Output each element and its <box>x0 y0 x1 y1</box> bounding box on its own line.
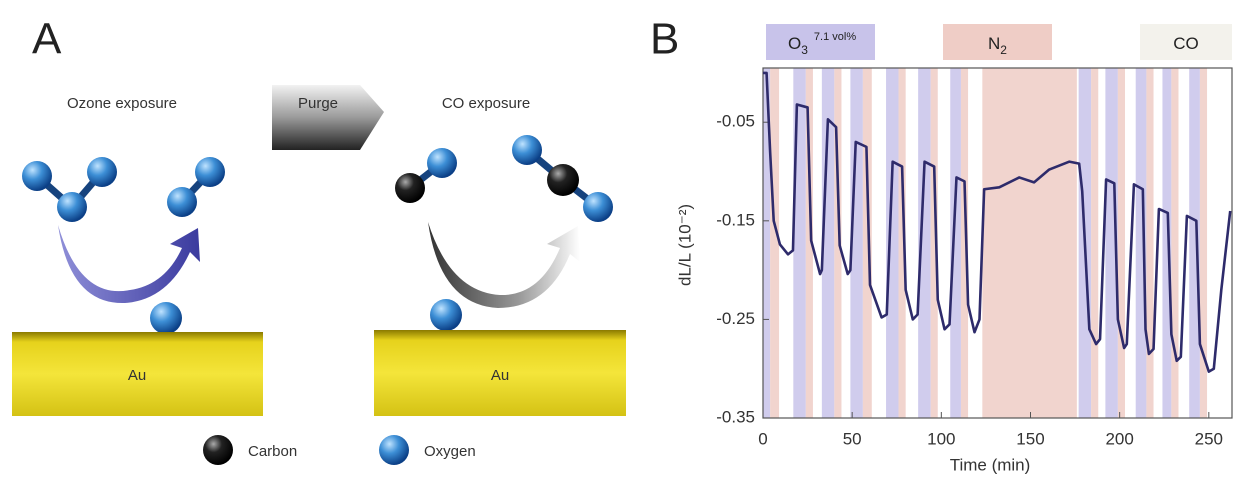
x-tick-label: 250 <box>1195 429 1223 448</box>
x-tick-label: 50 <box>843 429 862 448</box>
exposure-band <box>770 68 779 418</box>
panel-label: B <box>650 15 679 64</box>
legend-label: N <box>988 34 1000 53</box>
exposure-band <box>886 68 898 418</box>
exposure-band <box>1146 68 1153 418</box>
surface-label: Au <box>128 367 146 384</box>
legend-label: O <box>788 34 801 53</box>
legend-symbol <box>203 435 233 465</box>
y-tick-label: -0.25 <box>716 309 755 328</box>
y-tick-label: -0.15 <box>716 210 755 229</box>
oxygen-atom <box>195 157 225 187</box>
legend-sup: 7.1 vol% <box>814 31 856 43</box>
legend-sub: 2 <box>1000 43 1007 57</box>
legend-label: CO <box>1173 34 1199 53</box>
x-tick-label: 100 <box>927 429 955 448</box>
panel-label: A <box>32 15 62 64</box>
oxygen-atom <box>22 161 52 191</box>
legend-label: CO <box>1173 34 1199 53</box>
legend-symbol <box>379 435 409 465</box>
oxygen-atom <box>57 192 87 222</box>
carbon-atom <box>395 173 425 203</box>
exposure-band <box>1171 68 1178 418</box>
exposure-band <box>950 68 961 418</box>
y-axis-label: dL/L (10⁻²) <box>675 204 694 286</box>
surface-label: Au <box>491 367 509 384</box>
carbon-atom <box>547 164 579 196</box>
exposure-band <box>1091 68 1098 418</box>
oxygen-atom <box>150 302 182 334</box>
oxygen-atom <box>167 187 197 217</box>
purge-label: Purge <box>298 95 338 112</box>
step-label: Ozone exposure <box>67 95 177 112</box>
x-tick-label: 150 <box>1016 429 1044 448</box>
panel-a: A Ozone exposure Purge CO exposure Au Au… <box>12 15 626 465</box>
exposure-band <box>1162 68 1171 418</box>
adsorption-arrow <box>58 225 200 303</box>
step-label: CO exposure <box>442 95 530 112</box>
legend-label: Oxygen <box>424 443 476 460</box>
oxygen-atom <box>430 299 462 331</box>
x-tick-label: 200 <box>1105 429 1133 448</box>
y-tick-label: -0.35 <box>716 407 755 426</box>
oxygen-atom <box>583 192 613 222</box>
exposure-band <box>863 68 872 418</box>
oxygen-atom <box>87 157 117 187</box>
x-axis-label: Time (min) <box>950 455 1031 474</box>
oxygen-atom <box>512 135 542 165</box>
bonds <box>37 150 598 207</box>
oxygen-atom <box>427 148 457 178</box>
exposure-band <box>1118 68 1125 418</box>
figure: A Ozone exposure Purge CO exposure Au Au… <box>0 0 1235 478</box>
exposure-band <box>1189 68 1200 418</box>
y-tick-label: -0.05 <box>716 112 755 131</box>
x-tick-label: 0 <box>758 429 767 448</box>
exposure-band <box>982 68 1077 418</box>
legend-sub: 3 <box>801 43 808 57</box>
legend-label: Carbon <box>248 443 297 460</box>
reaction-arrow <box>428 222 580 308</box>
